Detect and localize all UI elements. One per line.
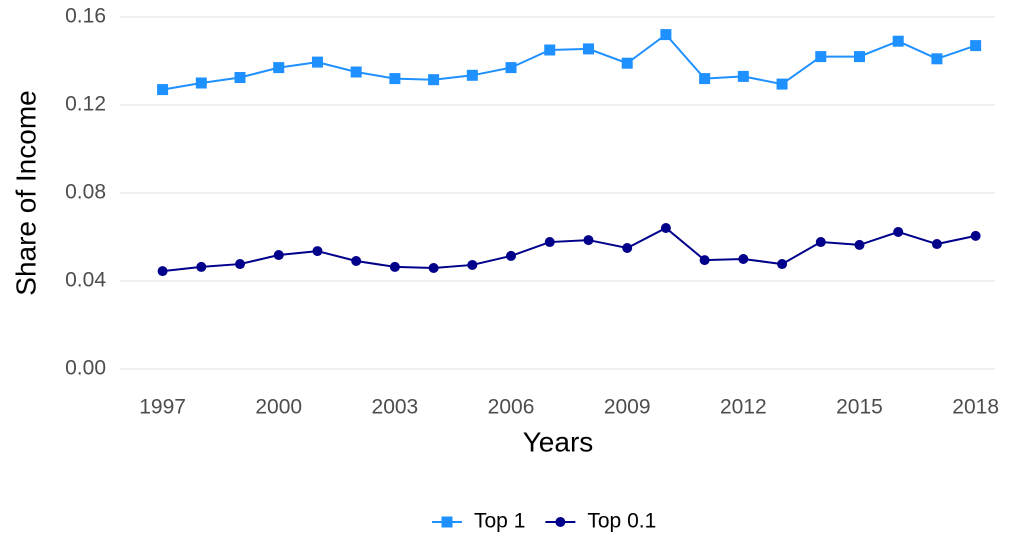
marker (441, 516, 453, 528)
marker (467, 259, 478, 270)
marker (351, 255, 362, 266)
marker (235, 259, 246, 270)
marker (737, 70, 749, 82)
marker (892, 35, 904, 47)
marker (931, 53, 943, 65)
marker (738, 254, 749, 264)
marker (776, 78, 788, 90)
marker (853, 51, 865, 63)
marker (660, 29, 672, 41)
marker (931, 239, 942, 250)
marker (660, 222, 671, 233)
marker (815, 51, 827, 63)
legend-text: Top 0.1 (587, 510, 656, 533)
y-tick-label: 0.00 (65, 357, 106, 380)
x-tick-label: 2012 (720, 396, 767, 419)
marker (544, 44, 556, 56)
marker (350, 66, 362, 78)
marker (196, 261, 207, 272)
marker (195, 77, 207, 89)
marker (428, 263, 439, 274)
marker (389, 73, 401, 85)
y-axis-title: Share of Income (10, 90, 41, 295)
marker (544, 237, 555, 248)
marker (699, 255, 710, 266)
x-tick-label: 2000 (255, 396, 302, 419)
marker (311, 56, 323, 68)
marker (893, 226, 904, 237)
marker (273, 250, 284, 261)
marker (622, 243, 633, 253)
marker (815, 237, 826, 248)
marker (970, 230, 981, 241)
y-tick-label: 0.12 (65, 93, 106, 116)
marker (506, 250, 517, 261)
marker (970, 40, 982, 52)
x-tick-label: 2018 (952, 396, 999, 419)
marker (582, 43, 594, 55)
y-tick-label: 0.08 (65, 181, 106, 204)
x-tick-label: 2015 (836, 396, 883, 419)
x-tick-label: 2006 (488, 396, 535, 419)
y-tick-label: 0.16 (65, 5, 106, 28)
marker (621, 57, 633, 69)
x-tick-label: 2009 (604, 396, 651, 419)
marker (389, 261, 400, 272)
marker (466, 69, 478, 81)
series-line (162, 226, 976, 273)
marker (777, 259, 788, 270)
x-axis-title: Years (523, 426, 594, 457)
marker (583, 235, 594, 246)
marker (312, 246, 323, 257)
x-tick-label: 2003 (372, 396, 419, 419)
marker (699, 73, 711, 85)
marker (234, 72, 246, 83)
marker (157, 84, 169, 96)
legend-text: Top 1 (474, 510, 525, 533)
marker (428, 74, 440, 86)
y-tick-label: 0.04 (65, 269, 106, 292)
x-tick-label: 1997 (139, 396, 186, 419)
series-line (162, 33, 976, 91)
marker (505, 62, 517, 74)
marker (273, 62, 285, 74)
marker (157, 266, 168, 277)
marker (854, 239, 865, 250)
marker (555, 517, 566, 527)
